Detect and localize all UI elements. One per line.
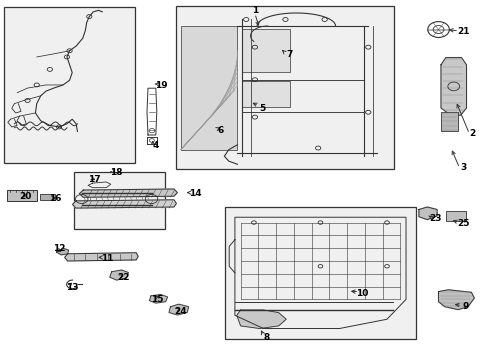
Text: 8: 8 [264, 333, 270, 342]
Text: 7: 7 [286, 50, 293, 59]
Polygon shape [149, 294, 168, 303]
Text: 16: 16 [49, 194, 61, 203]
Bar [446, 211, 466, 221]
Text: 14: 14 [189, 189, 201, 198]
Polygon shape [56, 248, 69, 255]
Text: 25: 25 [457, 219, 469, 228]
Text: 24: 24 [174, 307, 187, 316]
Text: 2: 2 [470, 129, 476, 138]
Text: 12: 12 [52, 244, 65, 253]
Polygon shape [441, 58, 466, 115]
Bar [7, 190, 37, 201]
Polygon shape [439, 290, 474, 310]
Text: 23: 23 [429, 214, 441, 223]
Text: 19: 19 [155, 81, 168, 90]
Bar [242, 81, 290, 107]
Polygon shape [237, 310, 286, 329]
Polygon shape [419, 207, 437, 220]
Polygon shape [65, 253, 138, 261]
Text: 21: 21 [457, 27, 469, 36]
Text: 10: 10 [356, 289, 369, 298]
Text: 17: 17 [88, 175, 100, 184]
Text: 6: 6 [218, 126, 223, 135]
Text: 22: 22 [117, 274, 130, 282]
Bar [181, 26, 238, 150]
Polygon shape [73, 200, 176, 208]
Bar [40, 194, 55, 200]
Polygon shape [110, 270, 128, 280]
Text: 20: 20 [19, 192, 32, 201]
Polygon shape [169, 304, 189, 315]
Bar [225, 207, 416, 339]
Text: 1: 1 [252, 6, 258, 15]
Bar [74, 172, 165, 229]
Bar [242, 29, 290, 72]
Text: 9: 9 [462, 302, 469, 311]
Bar [176, 6, 394, 169]
Text: 11: 11 [100, 254, 113, 263]
Bar [4, 7, 135, 163]
Text: 5: 5 [259, 104, 265, 112]
Text: 18: 18 [110, 168, 123, 177]
Text: 3: 3 [460, 163, 466, 172]
Polygon shape [79, 189, 177, 197]
Bar [441, 112, 458, 131]
Text: 13: 13 [66, 283, 79, 292]
Text: 15: 15 [151, 295, 164, 304]
Text: 4: 4 [152, 141, 159, 150]
